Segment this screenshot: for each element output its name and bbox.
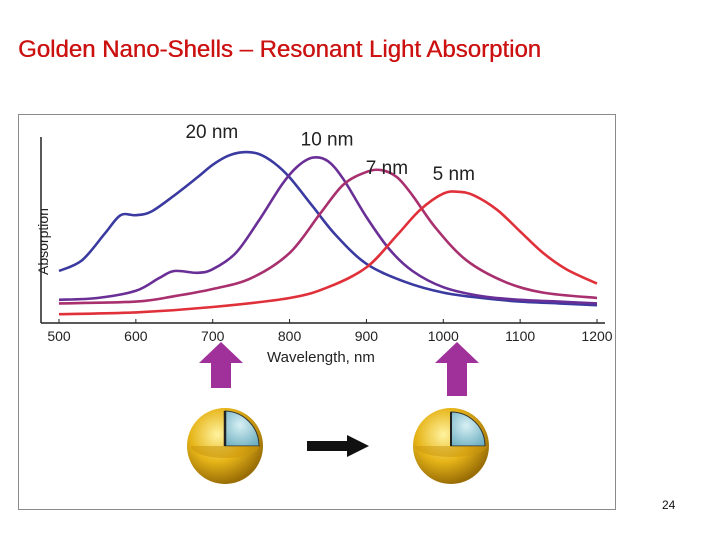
slide-title: Golden Nano-Shells – Resonant Light Abso…: [18, 36, 542, 63]
series-line-5nm: [58, 190, 598, 316]
figure-frame: Absorption 500 600 700 800 900 1000 1100 1200 2…: [18, 114, 616, 510]
series-label: 20 nm: [185, 122, 238, 143]
page-number: 24: [662, 498, 676, 512]
x-tick-label: 1200: [581, 328, 612, 344]
x-tick-label: 500: [47, 328, 71, 344]
series-label: 10 nm: [301, 130, 354, 151]
series-line-20nm: [58, 150, 598, 307]
series-label: 7 nm: [366, 158, 408, 179]
x-tick-label: 1000: [428, 328, 459, 344]
right-arrow-icon: [307, 435, 369, 457]
x-tick-label: 800: [278, 328, 302, 344]
series-line-10nm: [58, 155, 598, 305]
nanoshell-thick-icon: [187, 408, 263, 484]
x-axis-label: Wavelength, nm: [267, 349, 375, 366]
series-label: 5 nm: [433, 164, 475, 185]
absorption-chart: Absorption 500 600 700 800 900 1000 1100 1200 2…: [35, 122, 613, 484]
nanoshell-thin-icon: [413, 408, 489, 484]
up-arrow-icon: [435, 342, 479, 396]
x-tick-label: 600: [124, 328, 148, 344]
up-arrow-icon: [199, 342, 243, 388]
x-tick-label: 900: [355, 328, 379, 344]
y-axis-label: Absorption: [35, 208, 51, 275]
x-tick-label: 700: [201, 328, 225, 344]
series-line-7nm: [58, 168, 598, 305]
x-tick-label: 1100: [505, 328, 535, 344]
